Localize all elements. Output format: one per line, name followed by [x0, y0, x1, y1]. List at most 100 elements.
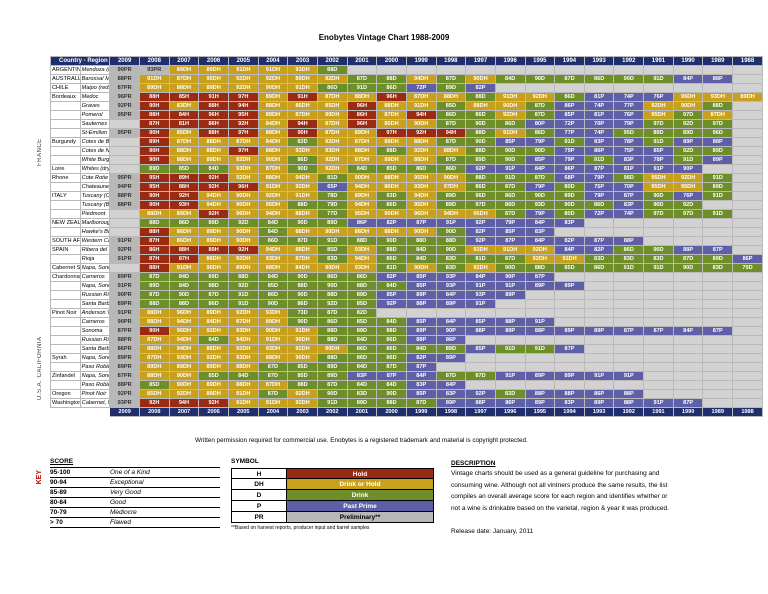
score-cell: 89DH: [287, 74, 318, 84]
score-cell: 88PR: [109, 200, 140, 210]
score-cell: [672, 344, 704, 354]
appellation-cell: Graves: [79, 101, 111, 111]
score-cell: 88D: [198, 281, 229, 291]
score-cell: 87P: [494, 236, 526, 246]
symbol-legend-row: H Hold: [231, 468, 434, 479]
score-cell: 86D: [376, 335, 407, 345]
table-row: White Burgundy90H88DH89DH92DH90DH86D92DH…: [50, 155, 763, 165]
score-cell: 74P: [583, 128, 615, 138]
score-cell: 90H: [138, 128, 170, 138]
score-cell: 94DH: [168, 317, 200, 327]
score-cell: 83P: [346, 371, 378, 381]
score-cell: 90DH: [672, 101, 704, 111]
score-cell: 88P: [524, 326, 556, 336]
score-cell: 91D: [227, 290, 259, 300]
score-cell: [554, 362, 585, 372]
score-cell: 84D: [346, 380, 378, 390]
score-cell: 85D: [168, 164, 200, 174]
score-cell: 90DH: [198, 263, 229, 273]
score-cell: [702, 335, 734, 345]
score-cell: [465, 362, 496, 372]
score-cell: [732, 299, 763, 309]
score-cell: 83D: [494, 389, 526, 399]
score-cell: 88DH: [138, 371, 170, 381]
score-cell: 88P: [405, 299, 437, 309]
score-cell: 91D: [583, 155, 615, 165]
score-cell: 93DH: [346, 245, 378, 255]
score-cell: 94H: [435, 128, 467, 138]
score-cell: [732, 281, 763, 291]
score-cell: 84D: [494, 74, 526, 84]
score-cell: 92DH: [198, 353, 229, 363]
score-cell: 88D: [702, 101, 734, 111]
region-cell: ARGENTINA: [50, 65, 81, 75]
score-cell: 86D: [376, 254, 407, 264]
score-cell: 88P: [702, 137, 734, 147]
score-cell: 87DH: [138, 353, 170, 363]
score-cell: 89D: [346, 398, 378, 408]
score-cell: [494, 362, 526, 372]
score-cell: 92DH: [287, 344, 318, 354]
score-cell: [376, 308, 407, 318]
year-header: 1991: [643, 56, 674, 66]
year-footer: 1995: [524, 407, 556, 417]
score-cell: 86P: [346, 218, 378, 228]
score-cell: 76P: [613, 110, 645, 120]
score-cell: 94DH: [346, 182, 378, 192]
score-cell: [613, 344, 645, 354]
score-cell: 83D: [643, 254, 674, 264]
score-cell: 91DH: [227, 398, 259, 408]
score-cell: 92PR: [109, 389, 140, 399]
score-cell: 94DH: [198, 191, 229, 201]
score-cell: [613, 380, 645, 390]
score-cell: 89P: [494, 326, 526, 336]
score-cell: 89DH: [257, 317, 289, 327]
score-cell: 87P: [583, 236, 615, 246]
appellation-cell: Rioja: [79, 254, 111, 264]
score-cell: 87D: [465, 371, 496, 381]
score-cell: 90DH: [257, 83, 289, 93]
score-cell: 86D: [554, 92, 585, 102]
score-cell: 88DH: [346, 227, 378, 237]
score-cell: 95H: [138, 182, 170, 192]
score-cell: [702, 344, 734, 354]
score-cell: 83D: [316, 254, 348, 264]
symbol-code: DH: [232, 479, 287, 489]
score-cell: 86H: [198, 119, 229, 129]
year-header: 1990: [672, 56, 704, 66]
score-cell: [524, 308, 556, 318]
score-cell: 85DH: [316, 101, 348, 111]
score-cell: 91D: [643, 137, 674, 147]
year-footer: 2009: [109, 407, 140, 417]
score-cell: 91D: [702, 191, 734, 201]
score-cell: [672, 83, 704, 93]
score-cell: 81D: [376, 263, 407, 273]
score-cell: 88DH: [287, 227, 318, 237]
score-cell: 88DH: [257, 173, 289, 183]
description-lines: Vintage charts should be used as a gener…: [451, 468, 751, 537]
permission-note: Written permission required for commerci…: [195, 437, 528, 444]
score-cell: 70P: [583, 119, 615, 129]
score-cell: [465, 65, 496, 75]
score-cell: [702, 362, 734, 372]
score-cell: 91P: [465, 281, 496, 291]
year-header: 1999: [405, 56, 437, 66]
score-cell: 83P: [435, 389, 467, 399]
score-cell: 88DH: [435, 92, 467, 102]
score-cell: 92H: [138, 398, 170, 408]
year-footer: 1993: [583, 407, 615, 417]
footer-row: 2009 2008 2007 2006 2005 2004 2003 2002 2001 2000…: [49, 407, 763, 417]
score-cell: 89D: [702, 146, 734, 156]
score-cell: [524, 362, 556, 372]
score-cell: 89DH: [376, 155, 407, 165]
score-cell: [643, 299, 674, 309]
score-cell: 90D: [494, 155, 526, 165]
score-cell: [732, 110, 763, 120]
score-cell: 92DH: [524, 254, 556, 264]
score-cell: 86DH: [287, 101, 318, 111]
score-cell: [732, 245, 763, 255]
appellation-cell: Paso Robles: [79, 380, 111, 390]
appellation-cell: Tuscany (Brunello): [79, 200, 111, 210]
score-cell: 87DH: [702, 110, 734, 120]
